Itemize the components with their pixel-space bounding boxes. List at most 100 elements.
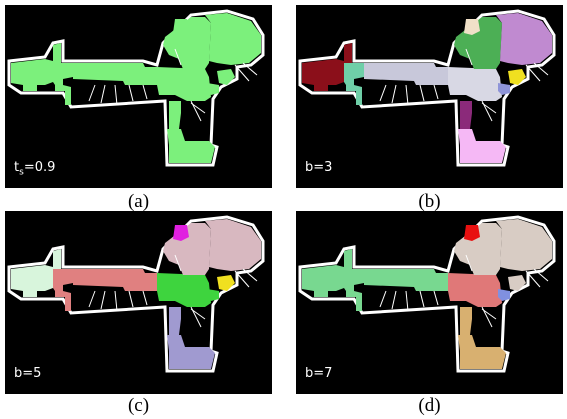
room-region-drop-top [169,101,181,129]
room-region-drop-bottom [458,129,506,163]
room-region-stub [207,289,219,301]
scan-ray [190,308,206,320]
map-panel-a: ts=0.9 [5,5,272,188]
scan-ray [481,308,497,320]
room-region-small-room [173,225,189,241]
room-region-corridor-left [344,269,364,311]
segmented-map-b [298,9,556,167]
scan-ray [88,290,96,308]
map-wall-outline [298,215,556,373]
room-region-small-bump [53,249,61,269]
scan-ray [174,48,182,66]
scan-ray [114,290,118,312]
map-wall-outline [298,9,556,167]
scan-ray [242,62,258,76]
scan-ray [174,254,182,272]
room-region-corridor-mid [364,63,448,85]
room-region-drop-bottom [167,129,215,163]
scan-ray [234,270,250,288]
panel-label-b: b=3 [305,160,333,176]
room-region-right-dome [205,219,261,271]
room-region-left-wing [302,265,344,297]
room-region-small-bump [53,43,61,63]
caption-a: (a) [127,191,150,212]
panel-label-a: ts=0.9 [14,160,56,178]
panel-label-c: b=5 [14,366,42,382]
scan-ray [100,84,106,104]
room-region-left-wing [11,59,53,91]
caption-c: (c) [127,395,150,416]
room-region-junction [448,273,502,307]
map-panel-c: b=5 [5,211,272,394]
scan-ray [465,48,473,66]
scan-ray [128,84,134,102]
segmented-map-c [7,215,265,373]
scan-ray [405,84,409,106]
room-region-right-dome [205,13,261,65]
scan-ray [391,290,397,310]
room-region-drop-bottom [167,335,215,369]
map-panel-b: b=3 [296,5,563,188]
room-region-corridor-mid [73,269,157,291]
scan-ray [525,64,541,82]
scan-ray [433,290,439,306]
room-region-yellow-room [217,69,235,85]
scan-ray [405,290,409,312]
caption-d: (d) [418,395,441,416]
room-region-small-room [173,19,189,35]
caption-b: (b) [418,191,441,212]
scan-ray [391,84,397,104]
scan-ray [433,84,439,100]
room-region-junction [157,273,211,307]
room-region-yellow-room [508,69,526,85]
scan-ray [525,270,541,288]
scan-ray [142,84,148,100]
map-wall-outline [7,9,265,167]
room-region-stub [207,83,219,95]
room-region-corridor-left [53,269,73,311]
room-region-corridor-left [344,63,364,105]
segmented-map-d [298,215,556,373]
scan-ray [128,290,134,308]
scan-ray [379,84,387,102]
room-region-left-wing [302,59,344,91]
room-region-stub [498,289,510,301]
scan-ray [242,268,258,282]
scan-ray [190,102,206,114]
room-region-junction [448,67,502,101]
scan-ray [533,62,549,76]
room-region-drop-top [169,307,181,335]
scan-ray [142,290,148,306]
room-region-corridor-left [53,63,73,105]
room-region-right-dome [496,219,552,271]
scan-ray [379,290,387,308]
scan-ray [419,84,425,102]
room-region-yellow-room [217,275,235,291]
segmented-map-a [7,9,265,167]
room-region-corridor-mid [73,63,157,85]
scan-ray [234,64,250,82]
room-region-small-bump [344,249,352,269]
scan-ray [481,102,497,114]
scan-ray [419,290,425,308]
room-region-stub [498,83,510,95]
map-wall-outline [7,215,265,373]
room-region-drop-top [460,307,472,335]
room-region-left-wing [11,265,53,297]
room-region-drop-top [460,101,472,129]
scan-ray [88,84,96,102]
scan-ray [100,290,106,310]
map-panel-d: b=7 [296,211,563,394]
room-region-yellow-room [508,275,526,291]
scan-ray [533,268,549,282]
room-region-corridor-mid [364,269,448,291]
room-region-small-room [464,225,480,241]
scan-ray [465,254,473,272]
room-region-small-room [464,19,480,35]
scan-ray [114,84,118,106]
room-region-junction [157,67,211,101]
room-region-drop-bottom [458,335,506,369]
room-region-small-bump [344,43,352,63]
room-region-right-dome [496,13,552,65]
panel-label-d: b=7 [305,366,333,382]
